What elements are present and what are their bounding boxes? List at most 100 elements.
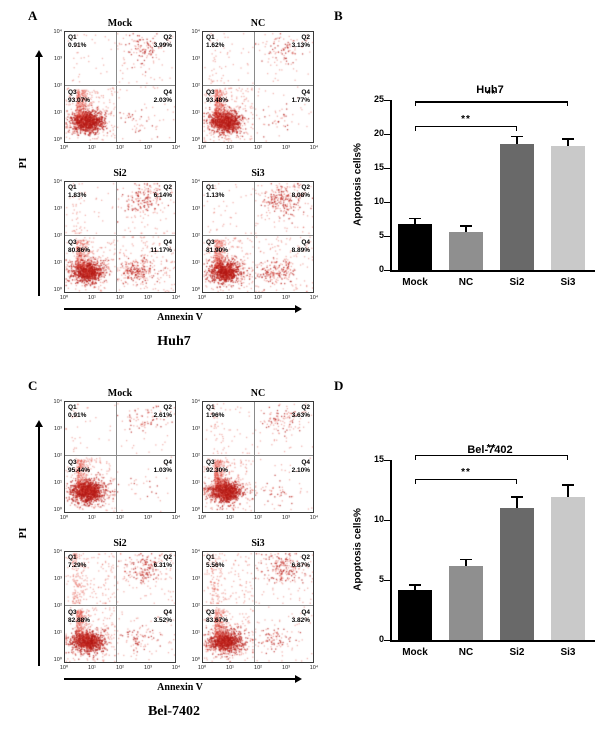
flow-plot-title: NC [250, 388, 266, 399]
quadrant-line-horizontal [65, 454, 175, 456]
significance-end-tick [515, 125, 517, 131]
flow-plot-frame: Q1 1.13% Q2 8.08% Q3 81.90% Q4 8.89% [202, 181, 314, 293]
y-axis-tick-label: 15 [373, 454, 384, 464]
quadrant-name: Q2 [163, 34, 172, 41]
flow-subplot-si3: Si3 Q1 5.56% Q2 6.87% Q3 83.67% Q4 3.82% 10⁰ 10⁰ 10… [190, 538, 320, 679]
panel-a-flow-huh7: A PI Mock Q1 0.91% Q2 3.99% Q3 93.07% Q4 2.03% 10… [17, 6, 324, 354]
bar-nc [449, 231, 483, 270]
panel-d-chart-bel7402: D Bel-7402 Apoptosis cells% 0 5 10 15 Mock NC… [330, 376, 610, 676]
quadrant-label-q3: Q3 80.86% [68, 237, 90, 255]
quadrant-name: Q4 [163, 239, 172, 246]
panel-label-d: D [334, 378, 344, 393]
scatter-dots-canvas [203, 32, 313, 142]
x-axis-tick-label: 10⁰ [59, 515, 69, 521]
y-axis-tick-label: 10¹ [192, 630, 200, 636]
panel-label-a: A [28, 8, 38, 23]
bar-si2 [500, 144, 534, 270]
y-axis-tick-label: 5 [378, 230, 384, 240]
quadrant-percentage: 3.82% [291, 617, 310, 624]
y-axis-tick [384, 201, 390, 203]
scatter-dots-canvas [65, 552, 175, 662]
error-bar-cap [562, 138, 574, 140]
quadrant-percentage: 80.86% [68, 247, 91, 254]
quadrant-name: Q3 [68, 239, 77, 246]
quadrant-percentage: 93.48% [206, 97, 229, 104]
quadrant-label-q2: Q2 6.31% [154, 554, 172, 570]
quadrant-name: Q3 [206, 459, 215, 466]
quadrant-name: Q3 [206, 609, 215, 616]
x-axis-tick-label: 10³ [282, 295, 290, 301]
error-bar-line [567, 485, 569, 498]
bar-mock [398, 589, 432, 640]
quadrant-label-q1: Q1 1.83% [68, 184, 86, 200]
chart-title-bel7402: Bel-7402 [467, 444, 513, 456]
y-axis-tick-label: 10¹ [54, 260, 62, 266]
scatter-dots-canvas [203, 182, 313, 292]
quadrant-percentage: 3.99% [153, 42, 172, 49]
quadrant-label-q3: Q3 83.67% [206, 607, 228, 625]
category-label: Si2 [509, 277, 525, 288]
quadrant-label-q4: Q4 3.82% [292, 607, 310, 625]
quadrant-name: Q3 [68, 89, 77, 96]
error-bar-line [465, 559, 467, 566]
quadrant-name: Q4 [301, 239, 310, 246]
x-axis-tick-label: 10³ [282, 515, 290, 521]
category-label: Si3 [560, 647, 576, 658]
scatter-dots-canvas [203, 402, 313, 512]
quadrant-percentage: 3.63% [291, 412, 310, 419]
quadrant-percentage: 0.91% [68, 412, 87, 419]
y-axis-tick-label: 10² [192, 233, 200, 239]
bar-si3 [551, 497, 585, 640]
x-axis-tick-label: 10³ [144, 295, 152, 301]
x-axis-tick-label: 10² [116, 145, 124, 151]
bar-nc [449, 565, 483, 640]
x-axis-tick-label: 10⁰ [197, 145, 207, 151]
x-axis-tick-label: 10² [254, 515, 262, 521]
quadrant-label-q2: Q2 2.61% [154, 404, 172, 420]
quadrant-label-q2: Q2 8.08% [292, 184, 310, 200]
quadrant-percentage: 6.31% [153, 562, 172, 569]
quadrant-label-q2: Q2 6.87% [292, 554, 310, 570]
y-axis-tick [384, 579, 390, 581]
significance-end-tick [415, 455, 417, 461]
y-axis-tick-label: 10⁴ [191, 549, 200, 555]
quadrant-name: Q1 [68, 554, 77, 561]
y-axis-tick-label: 0 [378, 634, 384, 644]
scatter-dots-canvas [65, 32, 175, 142]
scatter-dots-canvas [65, 182, 175, 292]
x-axis-tick-label: 10⁴ [309, 515, 319, 521]
x-axis-tick-label: 10¹ [226, 665, 234, 671]
y-axis-tick-label: 10² [192, 453, 200, 459]
x-axis-line [390, 640, 595, 642]
y-axis-tick-label: 10⁴ [53, 399, 62, 405]
quadrant-percentage: 92.30% [206, 467, 229, 474]
y-axis-tick-label: 10⁴ [191, 179, 200, 185]
x-axis-tick-label: 10¹ [226, 295, 234, 301]
quadrant-label-q2: Q2 3.63% [292, 404, 310, 420]
x-axis-tick-label: 10¹ [226, 145, 234, 151]
y-axis-tick-label: 25 [373, 94, 384, 104]
annexin-axis-arrow [64, 675, 302, 683]
flow-subplot-si2: Si2 Q1 1.83% Q2 6.14% Q3 80.86% Q4 11.17% 10⁰ 10⁰ 1… [52, 168, 182, 309]
flow-plot-frame: Q1 7.29% Q2 6.31% Q3 82.88% Q4 3.52% [64, 551, 176, 663]
y-axis-tick-label: 10² [192, 83, 200, 89]
y-axis-tick-label: 5 [378, 574, 384, 584]
quadrant-name: Q2 [163, 554, 172, 561]
quadrant-percentage: 3.13% [291, 42, 310, 49]
annexin-axis-label: Annexin V [157, 312, 203, 323]
x-axis-tick-label: 10⁴ [171, 515, 181, 521]
x-axis-tick-label: 10⁴ [171, 145, 181, 151]
y-axis-tick-label: 10³ [54, 426, 62, 432]
quadrant-percentage: 11.17% [150, 247, 172, 254]
y-axis-tick [384, 167, 390, 169]
quadrant-line-vertical [253, 182, 255, 292]
quadrant-label-q3: Q3 93.48% [206, 87, 228, 105]
quadrant-label-q1: Q1 7.29% [68, 554, 86, 570]
quadrant-line-horizontal [65, 84, 175, 86]
quadrant-name: Q3 [206, 89, 215, 96]
quadrant-label-q1: Q1 1.62% [206, 34, 224, 50]
quadrant-name: Q2 [301, 404, 310, 411]
quadrant-percentage: 1.77% [291, 97, 310, 104]
quadrant-label-q3: Q3 81.90% [206, 237, 228, 255]
